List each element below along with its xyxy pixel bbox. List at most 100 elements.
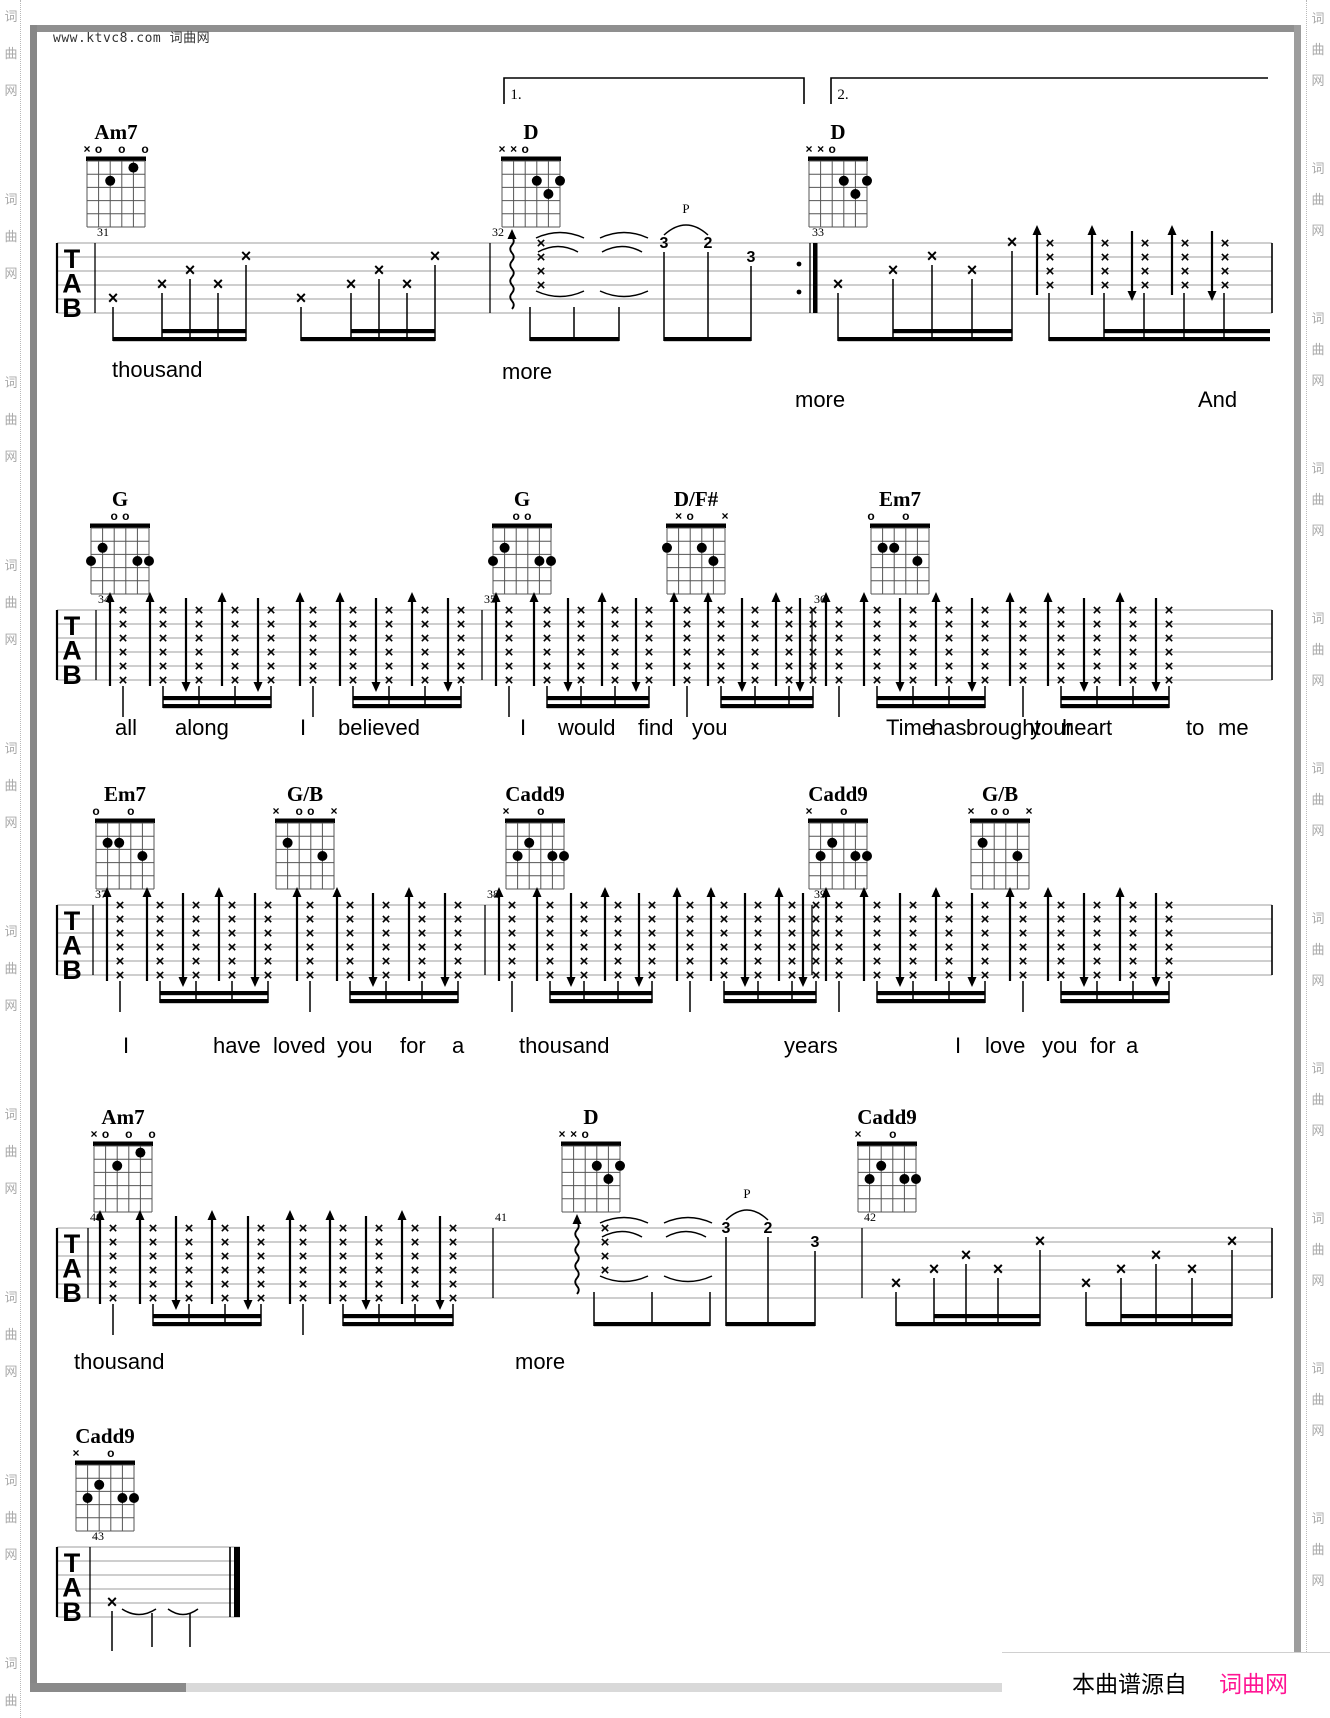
margin-watermark-char: 词: [4, 1473, 18, 1488]
svg-text:×: ×: [299, 1290, 308, 1307]
svg-text:×: ×: [1165, 939, 1174, 956]
svg-text:×: ×: [1019, 925, 1028, 942]
lyric-word: more: [502, 359, 553, 384]
svg-text:×: ×: [221, 1290, 230, 1307]
svg-text:×: ×: [1019, 602, 1028, 619]
svg-text:×: ×: [508, 939, 517, 956]
svg-text:×: ×: [149, 1234, 158, 1251]
svg-text:×: ×: [267, 658, 276, 675]
svg-text:×: ×: [1057, 897, 1066, 914]
svg-text:×: ×: [119, 616, 128, 633]
svg-text:×: ×: [835, 911, 844, 928]
svg-text:×: ×: [257, 1248, 266, 1265]
svg-text:×: ×: [909, 672, 918, 689]
lyric-word: you: [337, 1033, 373, 1058]
svg-text:×: ×: [83, 142, 90, 156]
margin-watermark-char: 网: [1311, 1273, 1325, 1288]
svg-text:×: ×: [156, 953, 165, 970]
chord-diagram-D: D × × o: [498, 120, 565, 228]
svg-text:×: ×: [537, 277, 546, 294]
svg-text:Em7: Em7: [104, 782, 146, 806]
svg-text:×: ×: [385, 658, 394, 675]
svg-text:×: ×: [457, 658, 466, 675]
svg-text:×: ×: [264, 911, 273, 928]
margin-watermark-char: 网: [1311, 823, 1325, 838]
svg-text:×: ×: [645, 602, 654, 619]
svg-text:×: ×: [1129, 616, 1138, 633]
svg-text:Cadd9: Cadd9: [505, 782, 565, 806]
svg-text:T: T: [64, 611, 81, 641]
svg-text:×: ×: [945, 967, 954, 984]
svg-text:×: ×: [195, 672, 204, 689]
svg-text:×: ×: [927, 246, 938, 266]
svg-text:B: B: [62, 660, 82, 690]
svg-text:×: ×: [648, 911, 657, 928]
svg-text:×: ×: [349, 616, 358, 633]
svg-text:D: D: [830, 120, 845, 144]
svg-text:×: ×: [116, 953, 125, 970]
svg-text:×: ×: [418, 967, 427, 984]
svg-text:×: ×: [195, 630, 204, 647]
svg-text:×: ×: [267, 630, 276, 647]
svg-text:×: ×: [156, 911, 165, 928]
svg-text:×: ×: [580, 897, 589, 914]
svg-text:o: o: [829, 142, 836, 156]
svg-text:×: ×: [1019, 672, 1028, 689]
svg-text:×: ×: [299, 1276, 308, 1293]
svg-text:×: ×: [543, 602, 552, 619]
svg-text:D: D: [583, 1105, 598, 1129]
svg-text:×: ×: [1165, 602, 1174, 619]
svg-text:×: ×: [1093, 658, 1102, 675]
svg-text:×: ×: [382, 939, 391, 956]
lyric-word: for: [400, 1033, 426, 1058]
svg-text:×: ×: [498, 142, 505, 156]
svg-text:×: ×: [645, 658, 654, 675]
svg-text:×: ×: [231, 658, 240, 675]
svg-text:×: ×: [981, 672, 990, 689]
svg-text:×: ×: [1141, 277, 1150, 294]
svg-text:×: ×: [611, 672, 620, 689]
svg-text:o: o: [524, 509, 531, 523]
svg-text:×: ×: [156, 939, 165, 956]
svg-text:31: 31: [97, 225, 109, 239]
svg-text:×: ×: [109, 1234, 118, 1251]
svg-text:o: o: [107, 1446, 114, 1460]
chord-diagram-D: D × × o: [558, 1105, 625, 1213]
footer-brand-link[interactable]: 词曲网: [1219, 1671, 1288, 1697]
svg-text:×: ×: [835, 953, 844, 970]
svg-text:×: ×: [929, 1259, 940, 1279]
svg-text:×: ×: [421, 658, 430, 675]
svg-text:Cadd9: Cadd9: [857, 1105, 917, 1129]
svg-text:×: ×: [720, 953, 729, 970]
svg-text:×: ×: [1093, 953, 1102, 970]
chord-diagram-D: D × × o: [805, 120, 872, 228]
margin-watermark-char: 词: [4, 924, 18, 939]
lyric-word: have: [213, 1033, 261, 1058]
svg-text:×: ×: [873, 939, 882, 956]
svg-text:×: ×: [891, 1273, 902, 1293]
svg-text:×: ×: [1019, 616, 1028, 633]
margin-watermark-char: 曲: [1311, 642, 1325, 657]
svg-text:×: ×: [418, 939, 427, 956]
svg-text:×: ×: [192, 925, 201, 942]
margin-watermark-char: 网: [4, 1364, 18, 1379]
svg-text:×: ×: [272, 804, 279, 818]
svg-text:×: ×: [648, 925, 657, 942]
svg-text:×: ×: [945, 644, 954, 661]
svg-text:×: ×: [1101, 235, 1110, 252]
svg-text:P: P: [682, 201, 689, 216]
svg-text:×: ×: [648, 939, 657, 956]
lyric-word: thousand: [519, 1033, 610, 1058]
svg-text:×: ×: [159, 644, 168, 661]
svg-text:×: ×: [1165, 925, 1174, 942]
svg-text:×: ×: [1165, 644, 1174, 661]
svg-text:×: ×: [349, 602, 358, 619]
svg-text:×: ×: [306, 953, 315, 970]
svg-text:×: ×: [505, 616, 514, 633]
svg-text:×: ×: [809, 602, 818, 619]
svg-text:o: o: [1002, 804, 1009, 818]
lyric-word: I: [955, 1033, 962, 1058]
svg-text:×: ×: [1129, 630, 1138, 647]
svg-text:×: ×: [418, 925, 427, 942]
svg-text:36: 36: [814, 592, 826, 606]
